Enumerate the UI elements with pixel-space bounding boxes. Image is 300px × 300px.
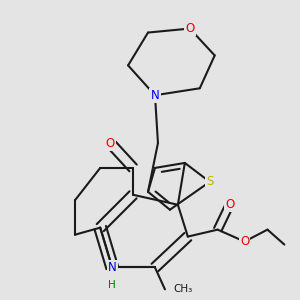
- Text: CH₃: CH₃: [173, 284, 192, 294]
- Text: O: O: [185, 22, 194, 35]
- Text: O: O: [106, 136, 115, 149]
- Text: S: S: [206, 176, 213, 188]
- Text: H: H: [108, 280, 116, 290]
- Text: O: O: [225, 198, 234, 211]
- Text: O: O: [240, 235, 249, 248]
- Text: N: N: [108, 261, 117, 274]
- Text: N: N: [151, 89, 159, 102]
